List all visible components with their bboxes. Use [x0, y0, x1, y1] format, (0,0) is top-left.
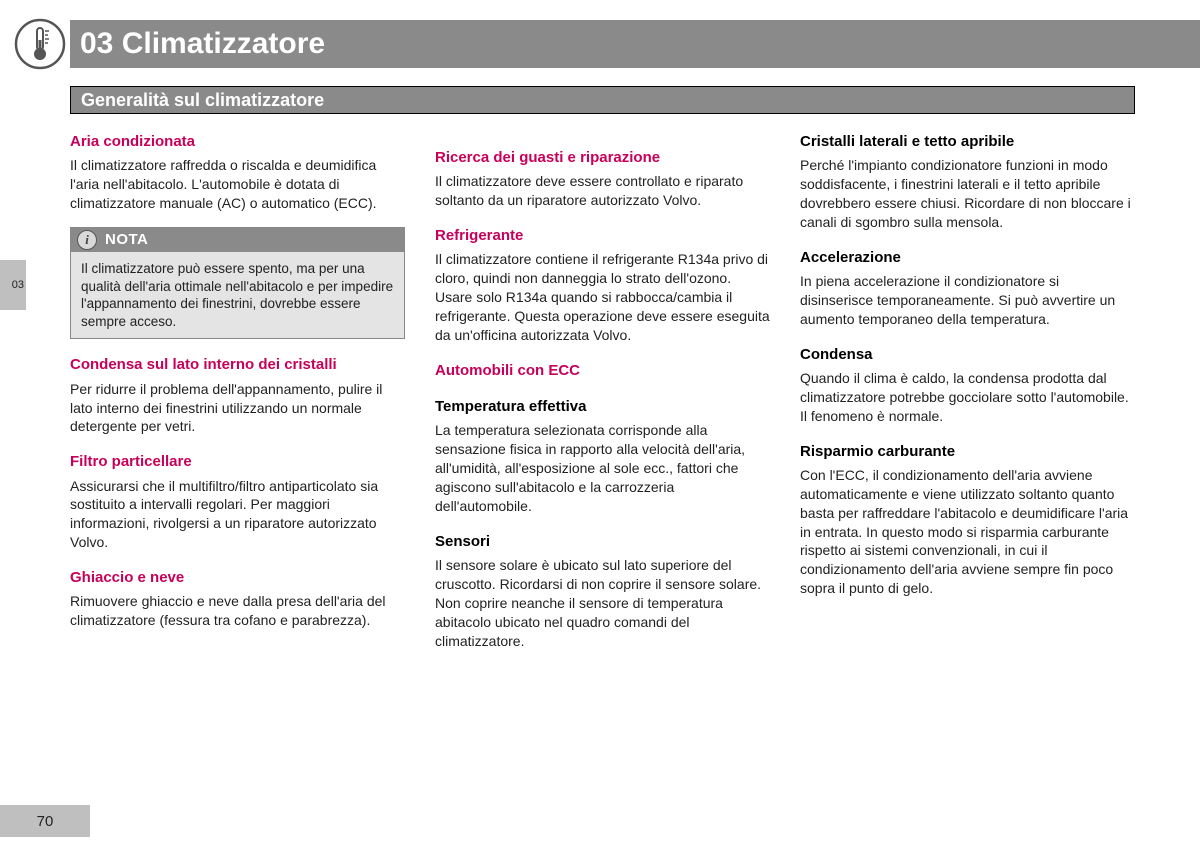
side-tab-label: 03: [12, 279, 24, 291]
note-box: i NOTA Il climatizzatore può essere spen…: [70, 227, 405, 339]
para: Assicurarsi che il multifiltro/filtro an…: [70, 477, 405, 553]
chapter-header: 03 Climatizzatore: [70, 20, 1200, 68]
section-title: Generalità sul climatizzatore: [81, 90, 324, 111]
note-body: Il climatizzatore può essere spento, ma …: [71, 252, 404, 338]
note-label: NOTA: [105, 230, 148, 250]
section-header: Generalità sul climatizzatore: [70, 86, 1135, 114]
heading-risparmio: Risparmio carburante: [800, 442, 1135, 462]
page-number-box: 70: [0, 805, 90, 837]
heading-condensa-cristalli: Condensa sul lato interno dei cristalli: [70, 355, 405, 375]
heading-ricerca-guasti: Ricerca dei guasti e riparazione: [435, 148, 770, 168]
info-icon: i: [77, 230, 97, 250]
para: Perché l'impianto condizionatore funzion…: [800, 156, 1135, 232]
heading-temperatura: Temperatura effettiva: [435, 397, 770, 417]
para: Rimuovere ghiaccio e neve dalla presa de…: [70, 592, 405, 630]
para: Con l'ECC, il condizionamento dell'aria …: [800, 466, 1135, 598]
heading-aria-condizionata: Aria condizionata: [70, 132, 405, 152]
heading-condensa: Condensa: [800, 345, 1135, 365]
para: Il sensore solare è ubicato sul lato sup…: [435, 556, 770, 650]
para: Il climatizzatore deve essere controllat…: [435, 172, 770, 210]
page-number: 70: [37, 813, 54, 830]
heading-filtro: Filtro particellare: [70, 452, 405, 472]
para: In piena accelerazione il condizionatore…: [800, 272, 1135, 329]
para: La temperatura selezionata corrisponde a…: [435, 421, 770, 515]
heading-sensori: Sensori: [435, 532, 770, 552]
para: Il climatizzatore contiene il refrigeran…: [435, 250, 770, 344]
heading-automobili-ecc: Automobili con ECC: [435, 361, 770, 381]
para: Il climatizzatore raffredda o riscalda e…: [70, 156, 405, 213]
para: Quando il clima è caldo, la condensa pro…: [800, 369, 1135, 426]
note-header: i NOTA: [71, 228, 404, 252]
thermometer-icon: [14, 18, 66, 70]
para: Per ridurre il problema dell'appannament…: [70, 380, 405, 437]
heading-refrigerante: Refrigerante: [435, 226, 770, 246]
heading-accelerazione: Accelerazione: [800, 248, 1135, 268]
heading-cristalli-laterali: Cristalli laterali e tetto apribile: [800, 132, 1135, 152]
chapter-title: 03 Climatizzatore: [80, 27, 325, 61]
content-columns: Aria condizionata Il climatizzatore raff…: [70, 132, 1135, 787]
heading-ghiaccio: Ghiaccio e neve: [70, 568, 405, 588]
side-tab: 03: [0, 260, 26, 310]
